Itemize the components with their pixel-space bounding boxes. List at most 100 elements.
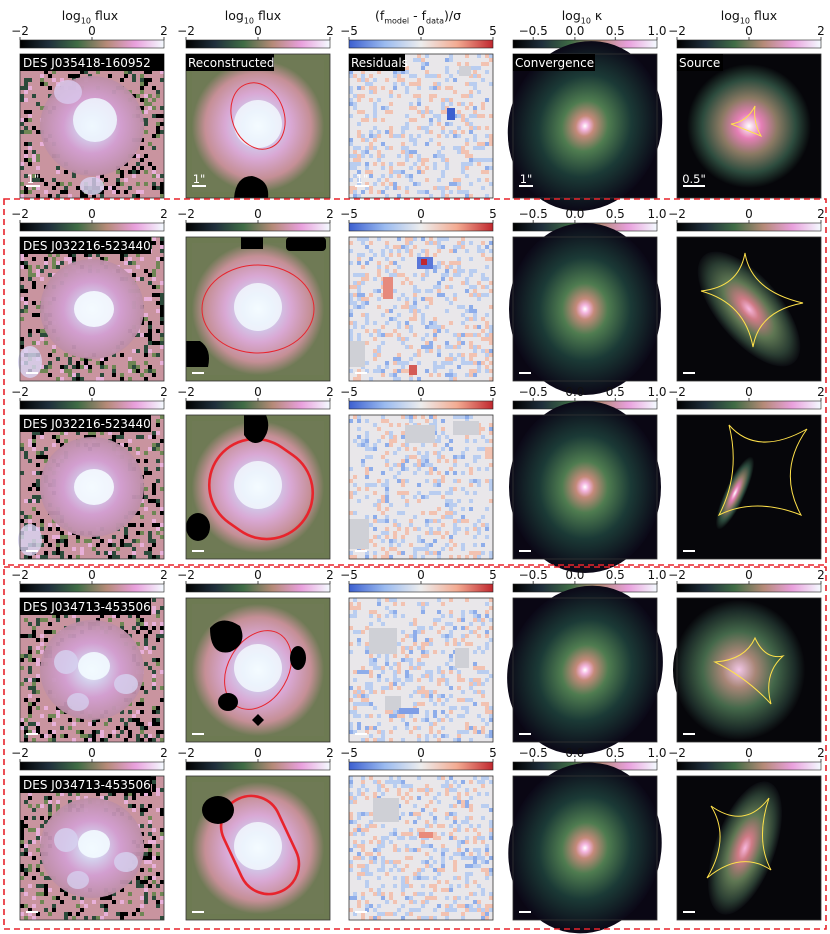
caustic xyxy=(706,797,772,879)
column-header-1: log10 flux xyxy=(61,8,119,26)
masked-residual xyxy=(349,341,365,367)
colorbar-source-1-tick-label-0: −2 xyxy=(668,24,686,38)
companion-blob xyxy=(18,524,42,556)
recon-core xyxy=(234,461,282,509)
object-label-2: DES J032216-523440 xyxy=(23,239,151,253)
colorbar-residual-5-tick-label-0: −5 xyxy=(340,746,358,760)
colorbar-observed-3 xyxy=(19,400,165,410)
convergence-map-5 xyxy=(508,762,662,934)
companion-blob xyxy=(18,346,42,378)
colorbar-residual-5 xyxy=(348,761,494,771)
colorbar-convergence-4-tick-label-2: 0.5 xyxy=(606,568,625,582)
convergence-map-2 xyxy=(509,223,661,395)
source-light xyxy=(697,251,801,367)
object-label-5: DES J034713-453506 xyxy=(23,778,151,792)
colorbar-residual-3 xyxy=(348,400,494,410)
colorbar-convergence-2-tick-label-2: 0.5 xyxy=(606,207,625,221)
object-label-bg-2 xyxy=(20,237,151,254)
lens-core xyxy=(74,469,114,505)
colorbar-observed-1-tick-label-1: 0 xyxy=(88,24,96,38)
colorbar-convergence-1-tick-label-2: 0.5 xyxy=(606,24,625,38)
masked-residual-3 xyxy=(385,696,401,710)
observed-image-3 xyxy=(18,414,165,560)
colorbar-convergence-2-tick-label-3: 1.0 xyxy=(647,207,666,221)
mask-region-3 xyxy=(186,341,209,367)
object-label-1: DES J035418-160952 xyxy=(23,56,151,70)
colorbar-residual-3-tick-label-0: −5 xyxy=(340,385,358,399)
colorbar-reconstructed-4-tick-label-2: 2 xyxy=(326,568,334,582)
arc-knot-1 xyxy=(54,650,78,674)
panel-frame xyxy=(676,236,822,382)
colorbar-observed-2-tick-label-2: 2 xyxy=(160,207,168,221)
source-light xyxy=(708,781,782,915)
companion-blob xyxy=(80,177,104,195)
colorbar-reconstructed-4-tick-label-0: −2 xyxy=(177,568,195,582)
colorbar-convergence-5-tick-label-2: 0.5 xyxy=(606,746,625,760)
arc-knot-3 xyxy=(67,871,89,889)
mask-region-2 xyxy=(290,646,306,670)
mask-region-1 xyxy=(202,796,234,824)
reconstructed-image-5 xyxy=(185,775,331,921)
residual-negative-spot xyxy=(447,108,455,120)
convergence-map-1 xyxy=(507,41,663,211)
source-plane-4 xyxy=(673,597,822,743)
residual-image-4 xyxy=(348,597,494,743)
residual-image-5 xyxy=(348,775,494,921)
colorbar-observed-1-tick-label-2: 2 xyxy=(160,24,168,38)
colorbar-source-5-tick-label-1: 0 xyxy=(745,746,753,760)
convergence-map-4 xyxy=(507,585,663,755)
colorbar-source-3 xyxy=(676,400,822,410)
column-header-2: log10 flux xyxy=(224,8,282,26)
mask-region-1 xyxy=(210,620,243,653)
colorbar-reconstructed-2-tick-label-2: 2 xyxy=(326,207,334,221)
colorbar-residual-2-tick-label-1: 0 xyxy=(417,207,425,221)
colorbar-observed-4-tick-label-0: −2 xyxy=(11,568,29,582)
reconstructed-image-1 xyxy=(185,53,331,199)
colorbar-convergence-3-tick-label-3: 1.0 xyxy=(647,385,666,399)
masked-residual-1 xyxy=(405,425,435,443)
colorbar-reconstructed-3 xyxy=(185,400,331,410)
colorbar-residual-4-tick-label-2: 5 xyxy=(489,568,497,582)
colorbar-residual-1-tick-label-1: 0 xyxy=(417,24,425,38)
colorbar-source-2-tick-label-1: 0 xyxy=(745,207,753,221)
observed-image-2 xyxy=(18,236,165,382)
scalebar-1-label: 1" xyxy=(27,172,40,186)
colorbar-observed-5 xyxy=(19,761,165,771)
colorbar-source-1-tick-label-1: 0 xyxy=(745,24,753,38)
mask-region xyxy=(234,176,269,198)
colorbar-observed-1-tick-label-0: −2 xyxy=(11,24,29,38)
colorbar-observed-5-tick-label-2: 2 xyxy=(160,746,168,760)
object-label-bg-5 xyxy=(20,776,151,793)
colorbar-source-2 xyxy=(676,222,822,232)
colorbar-observed-1 xyxy=(19,39,165,49)
source-plane-2 xyxy=(676,236,822,382)
kappa-profile xyxy=(507,41,663,211)
colorbar-observed-5-tick-label-1: 0 xyxy=(88,746,96,760)
colorbar-observed-4-tick-label-2: 2 xyxy=(160,568,168,582)
column-header-3: (fmodel - fdata)/σ xyxy=(374,8,462,26)
critical-curve xyxy=(224,630,292,710)
colorbar-convergence-2-tick-label-0: −0.5 xyxy=(519,207,548,221)
panel-frame xyxy=(185,236,331,382)
panel-label-bg-2 xyxy=(513,54,595,71)
recon-core xyxy=(234,644,282,692)
mask-region-1 xyxy=(241,237,263,249)
object-label-bg-4 xyxy=(20,598,151,615)
colorbar-observed-3-tick-label-2: 2 xyxy=(160,385,168,399)
colorbar-residual-5-tick-label-1: 0 xyxy=(417,746,425,760)
mask-region-4 xyxy=(252,714,264,726)
scalebar-4-label: 1" xyxy=(520,172,533,186)
panel-label-bg-1 xyxy=(349,54,405,71)
colorbar-observed-4 xyxy=(19,583,165,593)
column-header-4: log10 κ xyxy=(561,8,603,26)
colorbar-reconstructed-1-tick-label-2: 2 xyxy=(326,24,334,38)
object-label-bg-1 xyxy=(20,54,164,71)
colorbar-observed-3-tick-label-1: 0 xyxy=(88,385,96,399)
colorbar-observed-2-tick-label-0: −2 xyxy=(11,207,29,221)
critical-curve xyxy=(219,794,301,896)
mask-region-2 xyxy=(186,513,210,541)
critical-curve xyxy=(201,264,315,354)
colorbar-convergence-3-tick-label-2: 0.5 xyxy=(606,385,625,399)
colorbar-convergence-4-tick-label-0: −0.5 xyxy=(519,568,548,582)
